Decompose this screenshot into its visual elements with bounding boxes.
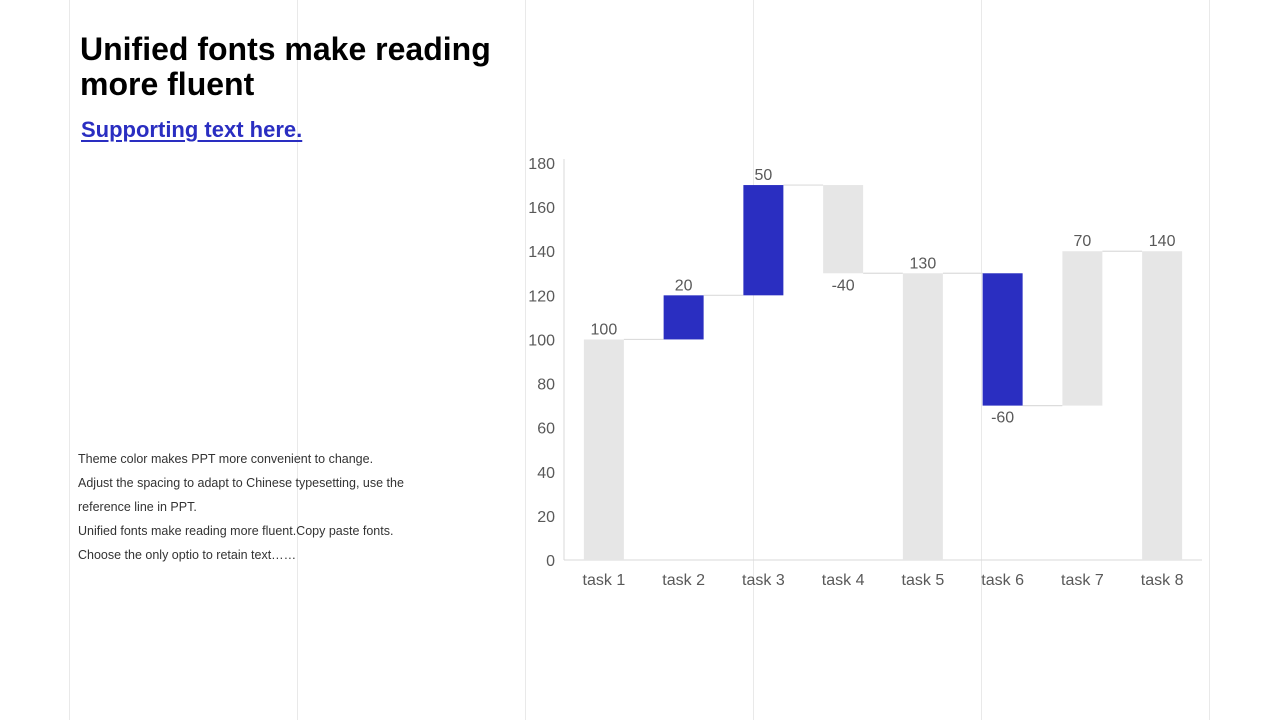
body-line: Adjust the spacing to adapt to Chinese t… — [78, 476, 404, 490]
data-label: -40 — [832, 277, 855, 294]
body-line: Unified fonts make reading more fluent.C… — [78, 524, 394, 538]
x-tick-label: task 8 — [1141, 572, 1184, 589]
x-tick-label: task 4 — [822, 572, 865, 589]
x-tick-label: task 6 — [981, 572, 1024, 589]
bar-task-4 — [823, 185, 864, 274]
data-label: -60 — [991, 410, 1014, 427]
y-tick-label: 40 — [537, 465, 555, 482]
guide-line — [981, 0, 982, 720]
body-text: Theme color makes PPT more convenient to… — [78, 447, 448, 567]
guide-line — [297, 0, 298, 720]
y-tick-label: 20 — [537, 509, 555, 526]
bar-task-5 — [902, 273, 943, 560]
y-tick-label: 60 — [537, 421, 555, 438]
body-line: reference line in PPT. — [78, 500, 197, 514]
bar-task-7 — [1062, 251, 1103, 406]
y-tick-label: 100 — [528, 332, 555, 349]
x-tick-label: task 1 — [583, 572, 626, 589]
body-line: Theme color makes PPT more convenient to… — [78, 452, 374, 466]
bar-task-2 — [663, 295, 704, 340]
y-tick-label: 0 — [546, 553, 555, 570]
x-tick-label: task 3 — [742, 572, 785, 589]
y-tick-label: 140 — [528, 244, 555, 261]
x-tick-label: task 5 — [902, 572, 945, 589]
guide-line — [753, 0, 754, 720]
data-label: 50 — [754, 167, 772, 184]
y-tick-label: 120 — [528, 288, 555, 305]
guide-line — [525, 0, 526, 720]
bar-task-6 — [982, 273, 1023, 406]
data-label: 20 — [675, 277, 693, 294]
data-label: 140 — [1149, 233, 1176, 250]
slide-subtitle[interactable]: Supporting text here. — [81, 117, 303, 142]
bar-task-8 — [1142, 251, 1183, 560]
x-tick-label: task 7 — [1061, 572, 1104, 589]
bar-task-1 — [583, 339, 624, 560]
body-line: Choose the only optio to retain text…… — [78, 548, 297, 562]
guide-line — [69, 0, 70, 720]
y-tick-label: 180 — [528, 156, 555, 173]
bar-task-3 — [743, 185, 784, 296]
x-tick-label: task 2 — [662, 572, 705, 589]
data-label: 130 — [910, 255, 937, 272]
guide-line — [1209, 0, 1210, 720]
y-tick-label: 160 — [528, 200, 555, 217]
slide-title: Unified fonts make reading more fluent — [80, 31, 491, 102]
data-label: 100 — [591, 321, 618, 338]
data-label: 70 — [1073, 233, 1091, 250]
y-tick-label: 80 — [537, 377, 555, 394]
waterfall-chart: 0 20 40 60 80 100 120 140 160 180 100 task 1 20 task … — [528, 156, 1202, 589]
